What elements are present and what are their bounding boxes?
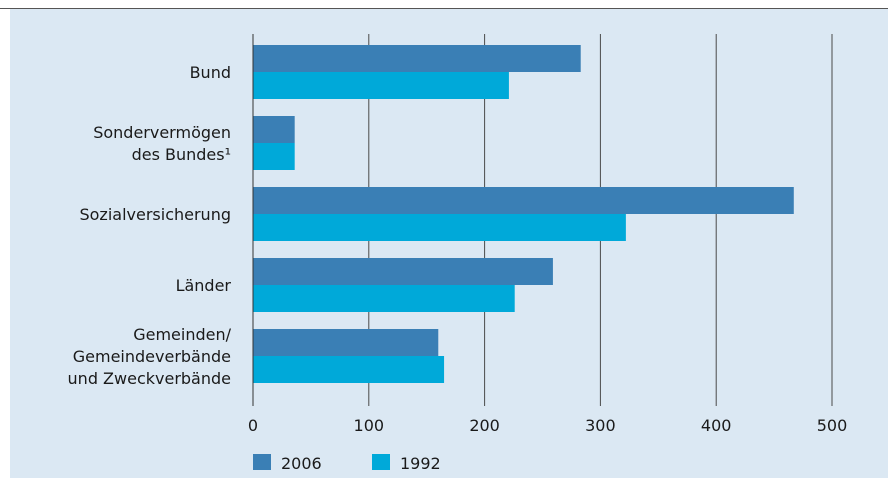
legend-label-2006: 2006 bbox=[281, 454, 322, 473]
x-tick-label-500: 500 bbox=[817, 416, 848, 435]
bar-2006-1 bbox=[253, 116, 295, 143]
x-tick-labels: 0 100 200 300 400 500 bbox=[248, 416, 847, 435]
x-tick-label-0: 0 bbox=[248, 416, 258, 435]
x-tick-label-200: 200 bbox=[469, 416, 500, 435]
category-label-2-0: Sozialversicherung bbox=[79, 205, 231, 224]
bar-1992-1 bbox=[253, 143, 295, 170]
bar-2006-3 bbox=[253, 258, 553, 285]
x-tick-label-300: 300 bbox=[585, 416, 616, 435]
bar-1992-2 bbox=[253, 214, 626, 241]
top-rule bbox=[0, 8, 888, 9]
bar-2006-4 bbox=[253, 329, 439, 356]
bars bbox=[253, 45, 794, 383]
category-label-0-0: Bund bbox=[190, 63, 231, 82]
x-tick-label-400: 400 bbox=[701, 416, 732, 435]
bar-1992-3 bbox=[253, 285, 515, 312]
category-label-1-0: Sondervermögen bbox=[93, 123, 231, 142]
legend-swatch-2006 bbox=[253, 454, 271, 470]
category-label-4-2: und Zweckverbände bbox=[68, 369, 231, 388]
bar-1992-0 bbox=[253, 72, 509, 99]
category-label-4-0: Gemeinden/ bbox=[133, 325, 231, 344]
bar-2006-0 bbox=[253, 45, 581, 72]
category-labels: Bund Sondervermögen des Bundes¹ Sozialversi… bbox=[68, 63, 232, 388]
category-label-1-1: des Bundes¹ bbox=[132, 145, 231, 164]
category-label-4-1: Gemeindeverbände bbox=[73, 347, 231, 366]
legend-swatch-1992 bbox=[372, 454, 390, 470]
category-label-3-0: Länder bbox=[176, 276, 232, 295]
legend-label-1992: 1992 bbox=[400, 454, 441, 473]
x-tick-label-100: 100 bbox=[354, 416, 385, 435]
bar-2006-2 bbox=[253, 187, 794, 214]
legend: 2006 1992 bbox=[253, 454, 441, 473]
bar-1992-4 bbox=[253, 356, 445, 383]
